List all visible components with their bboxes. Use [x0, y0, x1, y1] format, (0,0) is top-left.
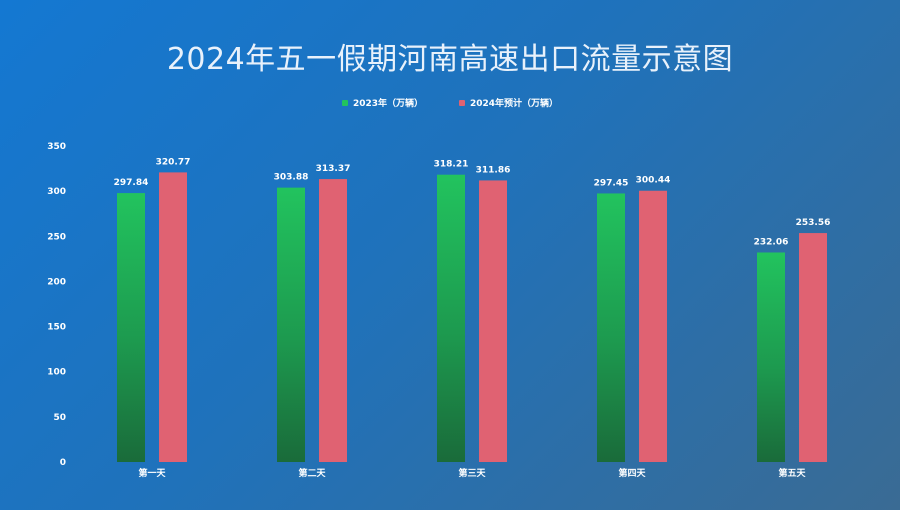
bar-value-label: 253.56 — [796, 218, 831, 228]
bar-value-label: 320.77 — [156, 157, 191, 167]
bar-2024[interactable] — [159, 172, 187, 463]
y-tick-label: 250 — [47, 232, 66, 242]
bar-2023[interactable] — [277, 187, 305, 462]
legend-label-2024: 2024年预计（万辆） — [470, 99, 559, 109]
y-tick-label: 50 — [53, 413, 66, 423]
bar-2024[interactable] — [799, 233, 827, 462]
y-tick-label: 150 — [47, 323, 66, 333]
chart-title: 2024年五一假期河南高速出口流量示意图 — [166, 42, 734, 77]
y-tick-label: 100 — [47, 368, 66, 378]
y-tick-label: 0 — [60, 458, 66, 468]
y-tick-label: 200 — [47, 277, 66, 287]
legend-label-2023: 2023年（万辆） — [352, 99, 423, 109]
legend-item-2023[interactable]: 2023年（万辆） — [341, 96, 423, 109]
bar-2024[interactable] — [479, 180, 507, 462]
x-tick-label: 第五天 — [778, 467, 806, 479]
bar-2024[interactable] — [639, 190, 667, 462]
bar-2023[interactable] — [437, 174, 465, 462]
bar-2023[interactable] — [757, 252, 785, 462]
bar-value-label: 297.84 — [114, 178, 149, 188]
bar-value-label: 303.88 — [274, 173, 309, 183]
bar-2023[interactable] — [117, 193, 145, 463]
x-axis: 第一天 第二天 第三天 第四天 第五天 — [138, 467, 806, 479]
bar-value-label: 232.06 — [754, 237, 789, 247]
value-labels-group: 297.84 320.77 303.88 313.37 318.21 311.86 297.… — [114, 157, 831, 247]
bar-value-label: 313.37 — [316, 164, 351, 174]
bar-value-label: 311.86 — [476, 165, 511, 175]
bar-2023[interactable] — [597, 193, 625, 463]
bars-group — [117, 172, 827, 463]
legend-swatch-2024 — [459, 99, 465, 106]
legend-swatch-2023 — [341, 99, 348, 106]
bar-2024[interactable] — [319, 179, 347, 462]
bar-value-label: 300.44 — [636, 176, 671, 186]
bar-value-label: 318.21 — [434, 160, 469, 170]
y-tick-label: 350 — [47, 142, 66, 152]
x-tick-label: 第四天 — [618, 467, 646, 479]
y-tick-label: 300 — [47, 187, 66, 197]
bar-value-label: 297.45 — [594, 178, 629, 188]
x-tick-label: 第一天 — [138, 467, 166, 479]
chart-legend: 2023年（万辆） 2024年预计（万辆） — [0, 96, 900, 109]
legend-item-2024[interactable]: 2024年预计（万辆） — [459, 96, 558, 109]
x-tick-label: 第二天 — [298, 467, 326, 479]
x-tick-label: 第三天 — [458, 467, 486, 479]
y-axis: 0 50 100 150 200 250 300 350 — [47, 142, 66, 468]
